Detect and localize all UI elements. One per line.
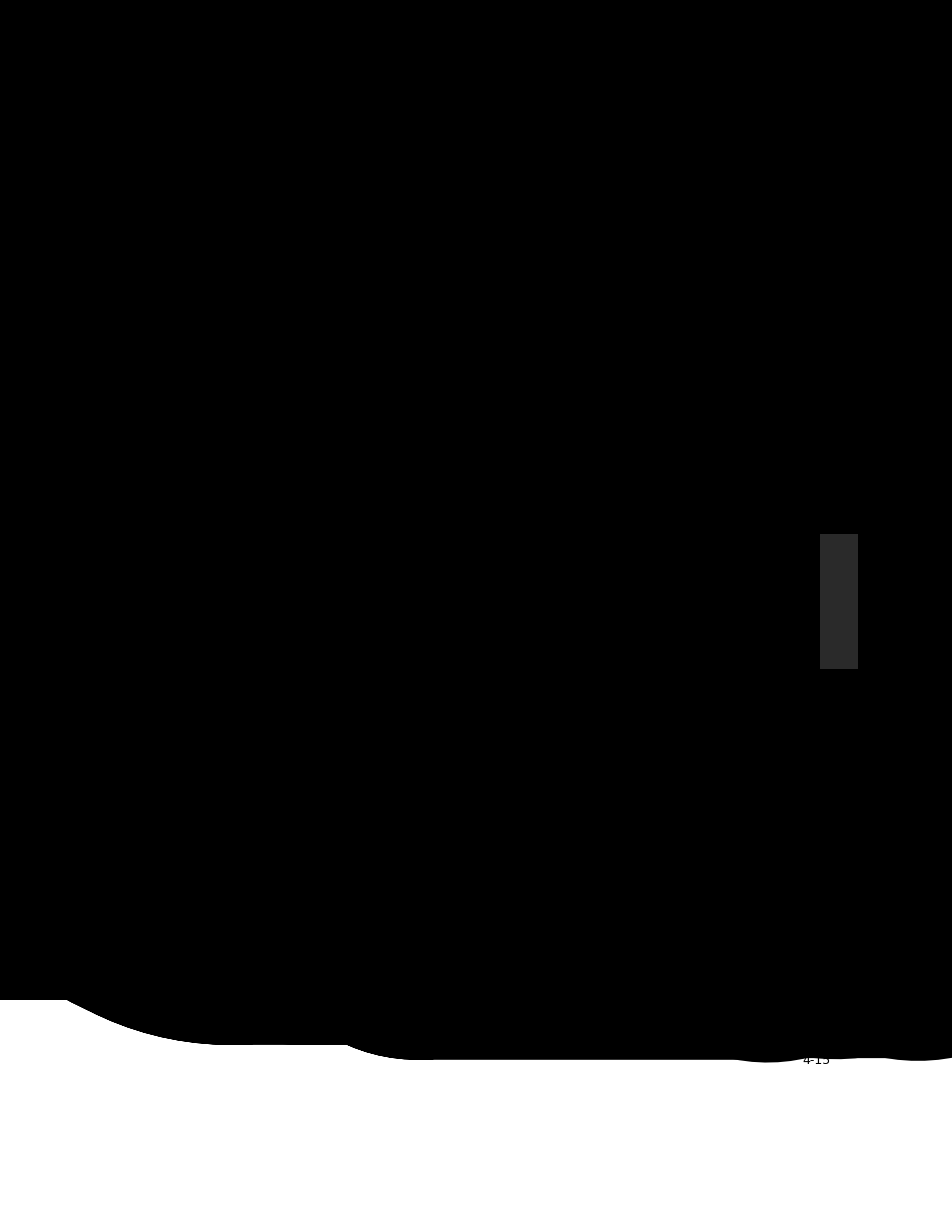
Bar bbox=[308, 823, 351, 915]
Text: FILTER: FILTER bbox=[637, 252, 677, 262]
Bar bbox=[568, 463, 645, 521]
Text: XMTR: XMTR bbox=[426, 252, 458, 262]
Text: LBO: LBO bbox=[234, 487, 256, 497]
Bar bbox=[421, 827, 486, 911]
Bar bbox=[308, 211, 347, 303]
Text: 1 OR 3
WAYSIDE
DS1: 1 OR 3 WAYSIDE DS1 bbox=[186, 703, 229, 736]
Text: LMW-5057-sm
05/17/03: LMW-5057-sm 05/17/03 bbox=[750, 547, 820, 568]
Text: (OPTIONAL): (OPTIONAL) bbox=[516, 212, 573, 222]
Bar bbox=[308, 446, 347, 538]
Bar bbox=[576, 688, 649, 742]
Text: RCVR
B: RCVR B bbox=[438, 858, 468, 880]
Text: I: I bbox=[361, 693, 365, 703]
Text: Q: Q bbox=[355, 269, 364, 279]
Text: LBO: LBO bbox=[234, 252, 256, 262]
Text: DS3 PROVISIONING EXAMPLE 8:   SIMPLEX NS Rx: DS3 PROVISIONING EXAMPLE 8: SIMPLEX NS R… bbox=[260, 585, 644, 599]
Text: RF IN: RF IN bbox=[704, 686, 734, 696]
Text: FROM
X-CONN: FROM X-CONN bbox=[127, 246, 170, 268]
Text: 1 OR 3
WAYSIDE
DS1: 1 OR 3 WAYSIDE DS1 bbox=[261, 479, 304, 513]
Text: MAIN
ANT: MAIN ANT bbox=[772, 673, 798, 693]
Text: DS3 PROVISIONING EXAMPLE 7:   SIMPLEX NS Tx: DS3 PROVISIONING EXAMPLE 7: SIMPLEX NS T… bbox=[261, 350, 643, 364]
Text: 1 OR 3
WAYSIDE
DS1: 1 OR 3 WAYSIDE DS1 bbox=[261, 245, 304, 278]
Text: RF: RF bbox=[516, 476, 530, 486]
Bar bbox=[233, 446, 257, 538]
Text: Q: Q bbox=[359, 881, 367, 891]
Text: I: I bbox=[357, 235, 361, 245]
Text: RF: RF bbox=[526, 853, 540, 863]
Bar bbox=[409, 450, 475, 534]
Text: Q: Q bbox=[355, 504, 364, 514]
Text: I/O
INTFC: I/O INTFC bbox=[312, 481, 345, 503]
Bar bbox=[233, 669, 257, 761]
Bar bbox=[576, 842, 649, 896]
Text: I/O
INTFC
B: I/O INTFC B bbox=[313, 852, 346, 886]
Text: LBO: LBO bbox=[234, 710, 256, 720]
Text: RF: RF bbox=[588, 241, 603, 251]
Bar bbox=[308, 669, 351, 761]
Text: RCVR
A: RCVR A bbox=[438, 704, 468, 726]
Text: DIVERSITY
ANT: DIVERSITY ANT bbox=[760, 827, 810, 847]
Text: Q: Q bbox=[359, 727, 367, 737]
Text: 1 OR 3
WAYSIDE
DS1: 1 OR 3 WAYSIDE DS1 bbox=[186, 245, 229, 278]
Text: LMW-5059-sm
07/09/03: LMW-5059-sm 07/09/03 bbox=[750, 947, 820, 968]
Text: 4-15: 4-15 bbox=[802, 1053, 830, 1067]
Text: FILTER: FILTER bbox=[592, 864, 632, 874]
Text: 1 OR 3
WAYSIDE
DS1: 1 OR 3 WAYSIDE DS1 bbox=[186, 479, 229, 513]
Text: 1 OR 3
DS3: 1 OR 3 DS3 bbox=[266, 665, 299, 687]
Text: FILTER: FILTER bbox=[592, 710, 632, 720]
Text: RF
IN/OUT: RF IN/OUT bbox=[700, 217, 739, 239]
Text: 1 OR 3
WAYSIDE
DS1: 1 OR 3 WAYSIDE DS1 bbox=[261, 703, 304, 736]
Bar bbox=[619, 228, 696, 286]
Text: RF
IN/OUT: RF IN/OUT bbox=[700, 452, 739, 474]
Text: RF: RF bbox=[526, 699, 540, 709]
Text: 1 OR 3
DS3: 1 OR 3 DS3 bbox=[266, 442, 299, 464]
Text: I: I bbox=[361, 847, 365, 857]
Bar bbox=[409, 224, 475, 290]
Bar bbox=[421, 673, 486, 758]
Text: LMW-5058-sm
05/17/03: LMW-5058-sm 05/17/03 bbox=[750, 308, 820, 330]
Text: RCVR: RCVR bbox=[426, 487, 457, 497]
Text: I/O
INTFC
A: I/O INTFC A bbox=[313, 698, 346, 732]
Text: FILTER: FILTER bbox=[586, 487, 627, 497]
Text: I: I bbox=[357, 470, 361, 480]
Text: 1 OR 3
DS3: 1 OR 3 DS3 bbox=[190, 665, 224, 687]
Bar bbox=[233, 211, 257, 303]
Text: DS3 PROVISIONING EXAMPLE 9:   SIMPLEX HS/SD Rx: DS3 PROVISIONING EXAMPLE 9: SIMPLEX HS/S… bbox=[248, 985, 657, 1000]
Text: TO
X-CONN: TO X-CONN bbox=[127, 704, 170, 726]
Bar bbox=[820, 534, 857, 669]
Text: I/O
INTFC: I/O INTFC bbox=[312, 246, 345, 268]
Text: 1 OR 3
DS3: 1 OR 3 DS3 bbox=[266, 207, 299, 229]
Text: 1 OR 3
DS3: 1 OR 3 DS3 bbox=[190, 442, 224, 464]
Text: 1 OR 3
DS3: 1 OR 3 DS3 bbox=[190, 207, 224, 229]
Text: RF IN: RF IN bbox=[704, 840, 734, 850]
Text: TO
X-CONN: TO X-CONN bbox=[127, 481, 170, 503]
